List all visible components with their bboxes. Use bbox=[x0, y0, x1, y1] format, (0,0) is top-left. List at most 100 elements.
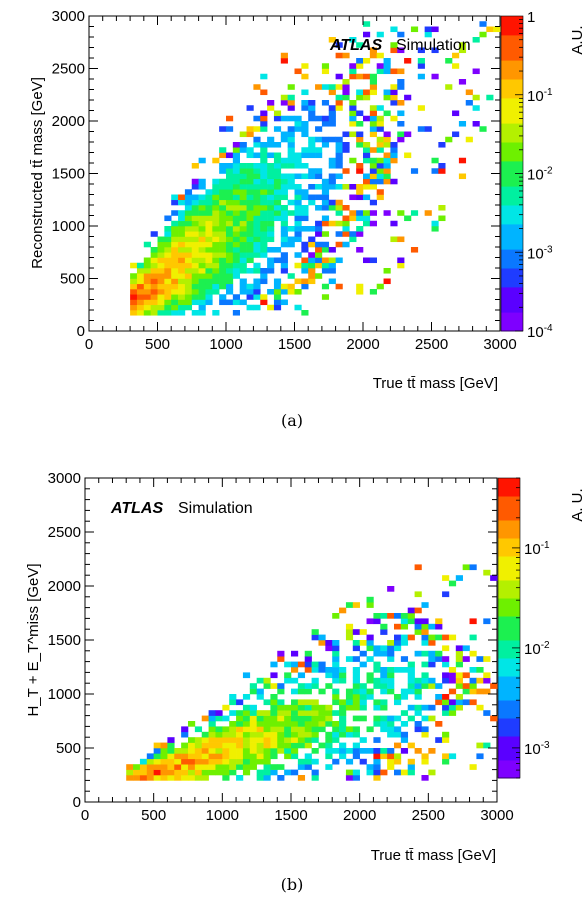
heatmap-cell-b bbox=[311, 634, 319, 641]
heatmap-cell-b bbox=[277, 650, 285, 657]
colorbar-segment-b bbox=[498, 556, 520, 563]
heatmap-cell-a bbox=[356, 283, 364, 290]
heatmap-cell-b bbox=[373, 737, 381, 743]
heatmap-cell-a bbox=[273, 173, 282, 180]
heatmap-cell-a bbox=[342, 147, 350, 153]
heatmap-cell-a bbox=[315, 231, 323, 237]
heatmap-cell-a bbox=[253, 152, 261, 159]
heatmap-cell-b bbox=[242, 710, 251, 716]
heatmap-cell-a bbox=[260, 268, 268, 274]
heatmap-cell-b bbox=[153, 758, 161, 765]
heatmap-cell-a bbox=[205, 226, 213, 232]
heatmap-cell-a bbox=[301, 152, 309, 159]
heatmap-cell-a bbox=[328, 178, 336, 185]
heatmap-cell-a bbox=[232, 210, 240, 216]
heatmap-cell-a bbox=[294, 126, 302, 132]
colorbar-segment-b bbox=[498, 622, 520, 629]
heatmap-cell-a bbox=[308, 236, 316, 243]
heatmap-cell-b bbox=[311, 775, 319, 781]
heatmap-cell-a bbox=[287, 273, 295, 279]
heatmap-cell-a bbox=[301, 210, 309, 216]
colorbar-segment-a bbox=[501, 97, 523, 105]
heatmap-cell-b bbox=[462, 672, 470, 679]
heatmap-cell-b bbox=[181, 753, 189, 760]
heatmap-cell-a bbox=[280, 299, 288, 306]
heatmap-cell-a bbox=[369, 121, 377, 127]
heatmap-cell-a bbox=[335, 42, 343, 48]
heatmap-cell-a bbox=[328, 110, 336, 117]
heatmap-cell-b bbox=[318, 661, 326, 668]
colorbar-segment-a bbox=[501, 186, 523, 193]
heatmap-cell-a bbox=[363, 94, 371, 101]
colorbar-segment-b bbox=[498, 580, 520, 587]
heatmap-cell-a bbox=[184, 247, 193, 253]
heatmap-cell-b bbox=[194, 764, 203, 770]
heatmap-cell-a bbox=[294, 252, 302, 258]
heatmap-cell-b bbox=[332, 710, 340, 716]
colorbar-label-a: 10-3 bbox=[527, 244, 553, 262]
colorbar-label-b: 10-3 bbox=[524, 740, 550, 758]
heatmap-cell-a bbox=[356, 63, 364, 69]
colorbar-label-a: 10-4 bbox=[527, 323, 553, 341]
heatmap-cell-b bbox=[490, 683, 498, 689]
heatmap-cell-a bbox=[328, 268, 336, 274]
heatmap-cell-a bbox=[294, 289, 302, 295]
heatmap-cell-b bbox=[442, 661, 450, 668]
heatmap-cell-b bbox=[387, 731, 395, 738]
heatmap-cell-b bbox=[174, 753, 182, 760]
heatmap-cell-b bbox=[359, 640, 367, 646]
heatmap-cell-a bbox=[136, 299, 145, 306]
heatmap-cell-a bbox=[301, 215, 309, 222]
heatmap-cell-a bbox=[294, 189, 302, 195]
heatmap-cell-a bbox=[253, 278, 261, 285]
heatmap-cell-b bbox=[249, 753, 257, 760]
heatmap-cell-b bbox=[339, 753, 347, 760]
heatmap-cell-b bbox=[311, 704, 319, 711]
heatmap-cell-b bbox=[366, 672, 374, 679]
heatmap-cell-a bbox=[246, 226, 254, 232]
heatmap-cell-a bbox=[232, 273, 240, 279]
heatmap-cell-b bbox=[352, 748, 360, 754]
heatmap-cell-a bbox=[267, 152, 275, 159]
heatmap-cell-a bbox=[273, 126, 282, 132]
heatmap-cell-a bbox=[178, 241, 186, 248]
colorbar-segment-a bbox=[501, 211, 523, 219]
heatmap-cell-b bbox=[208, 715, 216, 722]
heatmap-cell-a bbox=[321, 178, 330, 185]
heatmap-cell-b bbox=[270, 672, 278, 679]
heatmap-cell-b bbox=[236, 753, 244, 760]
heatmap-cell-a bbox=[349, 73, 357, 80]
heatmap-cell-b bbox=[366, 748, 374, 754]
heatmap-cell-b bbox=[229, 764, 237, 770]
heatmap-cell-a bbox=[280, 194, 288, 201]
heatmap-cell-b bbox=[167, 769, 175, 776]
heatmap-cell-b bbox=[366, 618, 374, 625]
heatmap-cell-a bbox=[335, 73, 343, 80]
heatmap-cell-a bbox=[232, 294, 240, 300]
heatmap-cell-a bbox=[239, 184, 247, 190]
heatmap-cell-b bbox=[297, 699, 306, 706]
panel-b: 0 500 1000 1500 2000 2500 30000500100015002000… bbox=[25, 470, 586, 894]
heatmap-cell-a bbox=[294, 173, 302, 180]
colorbar-segment-b bbox=[498, 748, 520, 755]
heatmap-cell-a bbox=[212, 252, 220, 258]
heatmap-cell-a bbox=[267, 168, 275, 174]
heatmap-cell-a bbox=[273, 289, 282, 295]
heatmap-cell-a bbox=[335, 100, 343, 106]
heatmap-cell-b bbox=[236, 737, 244, 743]
heatmap-cell-b bbox=[380, 623, 388, 630]
heatmap-cell-b bbox=[394, 731, 402, 738]
heatmap-cell-b bbox=[215, 731, 223, 738]
heatmap-cell-a bbox=[171, 236, 179, 243]
heatmap-cell-a bbox=[136, 262, 145, 269]
heatmap-cell-b bbox=[332, 726, 340, 733]
heatmap-cell-a bbox=[260, 178, 268, 185]
atlas-label-b: ATLAS bbox=[110, 500, 163, 517]
heatmap-cell-a bbox=[301, 268, 309, 274]
heatmap-cell-b bbox=[263, 731, 271, 738]
heatmap-cell-b bbox=[428, 704, 436, 711]
heatmap-cell-b bbox=[414, 618, 422, 625]
heatmap-cell-b bbox=[387, 667, 395, 673]
heatmap-cell-b bbox=[448, 688, 457, 695]
heatmap-cell-b bbox=[208, 710, 216, 716]
